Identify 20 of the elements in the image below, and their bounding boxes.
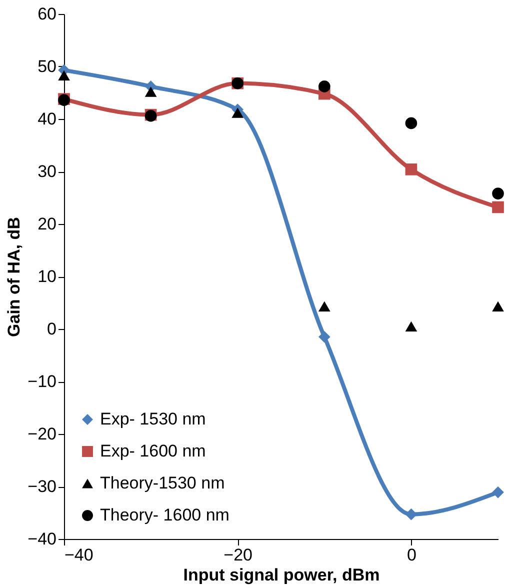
y-tick-label: −10 [28, 372, 56, 391]
y-tick-label: −30 [28, 477, 56, 496]
y-tick-label: 50 [38, 57, 56, 76]
y-tick-label: 0 [47, 320, 56, 338]
legend-label: Exp- 1600 nm [100, 442, 206, 460]
y-tick-label: −40 [28, 530, 56, 548]
y-tick-label: 30 [38, 162, 56, 181]
x-tick-label: 0 [406, 546, 416, 564]
y-axis-title: Gain of HA, dB [4, 217, 24, 337]
y-tick-label: 40 [38, 110, 56, 128]
y-tick-label: −20 [28, 424, 56, 444]
y-tick-label: 10 [38, 267, 56, 286]
x-axis-title: Input signal power, dBm [183, 566, 380, 584]
y-tick-label: 20 [38, 214, 56, 234]
y-tick-label: 60 [38, 4, 56, 24]
legend-label: Theory- 1600 nm [100, 506, 230, 524]
legend-label: Exp- 1530 nm [100, 410, 206, 428]
legend-label: Theory-1530 nm [100, 474, 225, 492]
x-tick-label: −40 [64, 546, 94, 564]
x-tick-label: −20 [224, 546, 253, 564]
